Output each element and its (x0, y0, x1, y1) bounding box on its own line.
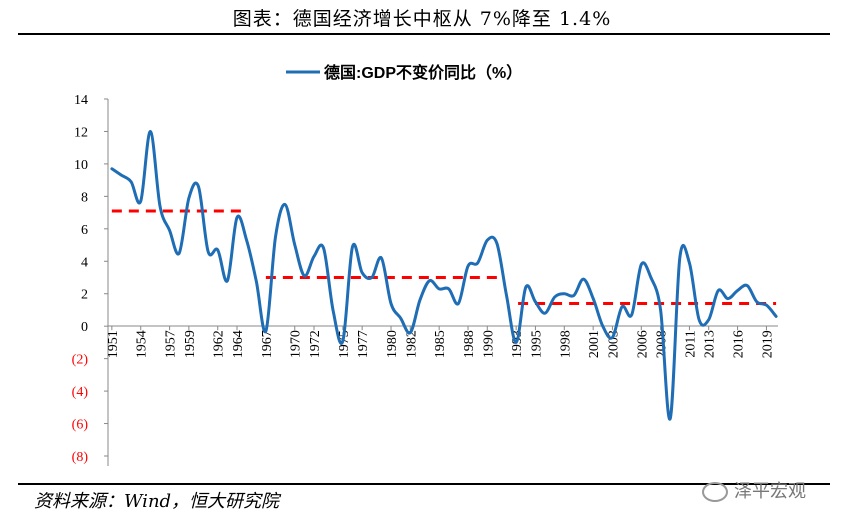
y-tick-label: 0 (81, 320, 88, 335)
x-tick-label: 1980 (385, 330, 400, 358)
wechat-icon (702, 482, 728, 502)
x-tick-label: 1995 (529, 330, 544, 358)
x-tick-label: 2016 (732, 330, 747, 358)
x-tick-label: 1982 (404, 330, 419, 358)
x-tick-label: 1964 (231, 330, 246, 358)
y-tick-label: 14 (74, 93, 88, 108)
legend-label: 德国:GDP不变价同比（%） (324, 63, 522, 82)
y-tick-label: 2 (81, 288, 88, 303)
x-tick-label: 2006 (635, 330, 650, 358)
x-tick-label: 1967 (260, 330, 275, 358)
y-tick-label: (8) (72, 450, 89, 465)
watermark: 泽平宏观 (702, 477, 806, 503)
watermark-text: 泽平宏观 (734, 481, 806, 502)
y-tick-label: (6) (72, 418, 89, 433)
x-tick-label: 2019 (760, 330, 775, 358)
x-tick-label: 1998 (558, 330, 573, 358)
x-tick-label: 1985 (433, 330, 448, 358)
x-tick-label: 1959 (183, 330, 198, 358)
y-tick-label: 6 (81, 223, 88, 238)
x-tick-label: 1951 (106, 330, 121, 358)
x-tick-label: 1977 (356, 330, 371, 358)
legend: 德国:GDP不变价同比（%） (286, 63, 522, 82)
y-tick-label: 8 (81, 190, 88, 205)
source-note: 资料来源：Wind，恒大研究院 (34, 487, 279, 513)
y-tick-label: (4) (72, 385, 89, 400)
x-tick-label: 1954 (135, 330, 150, 358)
x-tick-label: 1957 (164, 330, 179, 358)
x-tick-label: 2001 (587, 330, 602, 358)
y-tick-label: 12 (74, 125, 88, 140)
y-tick-label: 4 (81, 255, 88, 270)
x-tick-label: 1988 (462, 330, 477, 358)
y-axis-ticks: 14 12 10 8 6 4 2 0 (2) (4) (6) (8) (72, 93, 108, 465)
x-tick-label: 1962 (212, 330, 227, 358)
x-tick-label: 2013 (703, 330, 718, 358)
y-tick-label: 10 (74, 158, 88, 173)
x-tick-label: 1990 (481, 330, 496, 358)
x-tick-label: 1970 (289, 330, 304, 358)
series-line-germany-gdp (112, 131, 776, 419)
x-tick-label: 1972 (308, 330, 323, 358)
x-tick-label: 2011 (683, 330, 698, 357)
y-tick-label: (2) (72, 353, 89, 368)
